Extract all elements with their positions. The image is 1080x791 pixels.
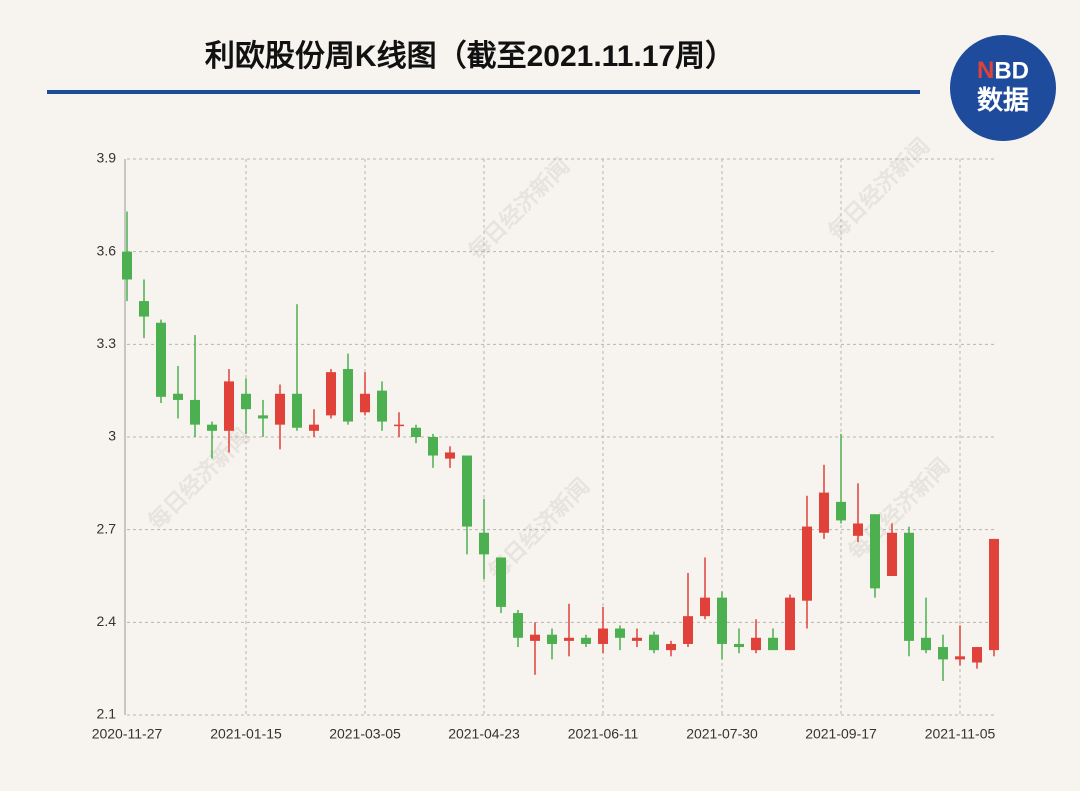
- candle-body: [207, 424, 217, 431]
- x-tick-label: 2021-03-05: [329, 726, 401, 742]
- candle-body: [139, 301, 149, 317]
- candle-body: [972, 647, 982, 663]
- candle-body: [615, 628, 625, 638]
- candle-body: [581, 637, 591, 644]
- candle-body: [292, 393, 302, 428]
- x-tick-label: 2021-11-05: [925, 726, 996, 742]
- candle-body: [717, 597, 727, 644]
- candle-body: [496, 557, 506, 607]
- candle-body: [836, 501, 846, 521]
- watermark: 每日经济新闻: [823, 133, 934, 244]
- candle-body: [275, 393, 285, 425]
- x-tick-label: 2021-04-23: [448, 726, 520, 742]
- candle-body: [853, 523, 863, 536]
- y-tick-label: 3.6: [97, 242, 117, 258]
- title-rule: [47, 90, 920, 94]
- candle-body: [462, 455, 472, 527]
- candle-body: [921, 637, 931, 651]
- candle-body: [428, 437, 438, 456]
- candle-body: [768, 637, 778, 651]
- candle-body: [802, 526, 812, 601]
- candle-body: [241, 393, 251, 410]
- x-tick-label: 2021-06-11: [568, 726, 639, 742]
- y-tick-label: 2.4: [97, 613, 117, 629]
- watermarks: 每日经济新闻 每日经济新闻 每日经济新闻 每日经济新闻 每日经济新闻: [143, 133, 954, 584]
- candle-body: [394, 424, 404, 427]
- candle-body: [785, 597, 795, 651]
- candle-body: [513, 613, 523, 638]
- candle-body: [190, 399, 200, 425]
- chart-title: 利欧股份周K线图（截至2021.11.17周）: [205, 39, 735, 73]
- candle-body: [819, 492, 829, 533]
- candle-body: [938, 647, 948, 660]
- logo-top: NBD: [977, 57, 1029, 84]
- candle-body: [156, 322, 166, 397]
- candle-body: [530, 634, 540, 641]
- candle-body: [887, 532, 897, 576]
- x-tick-label: 2021-01-15: [210, 726, 282, 742]
- x-tick-label: 2021-09-17: [805, 726, 877, 742]
- candle-body: [411, 427, 421, 437]
- logo-bottom: 数据: [977, 85, 1029, 115]
- candle-body: [343, 369, 353, 422]
- candle-body: [632, 637, 642, 641]
- candle-body: [122, 251, 132, 280]
- y-tick-label: 3.9: [97, 150, 117, 166]
- watermark: 每日经济新闻: [843, 453, 954, 564]
- x-tick-label: 2020-11-27: [92, 726, 163, 742]
- candle-body: [666, 643, 676, 651]
- logo: NBD 数据: [950, 35, 1056, 141]
- candle-body: [564, 637, 574, 641]
- candle-body: [989, 538, 999, 651]
- candle-body: [955, 656, 965, 660]
- candle-body: [224, 381, 234, 431]
- candle-body: [649, 634, 659, 651]
- y-tick-label: 2.1: [97, 706, 117, 722]
- candle-body: [547, 634, 557, 644]
- candle-body: [377, 390, 387, 422]
- candle-body: [445, 452, 455, 459]
- x-tick-label: 2021-07-30: [686, 726, 758, 742]
- candle-body: [309, 424, 319, 431]
- candle-body: [683, 616, 693, 644]
- y-tick-label: 3: [108, 428, 116, 444]
- candle-body: [751, 637, 761, 651]
- watermark: 每日经济新闻: [143, 423, 254, 534]
- candle-body: [598, 628, 608, 644]
- candle-body: [870, 514, 880, 589]
- candle-body: [904, 532, 914, 641]
- candle-body: [734, 643, 744, 648]
- logo-circle: [950, 35, 1056, 141]
- watermark: 每日经济新闻: [463, 153, 574, 264]
- candle-body: [326, 372, 336, 416]
- candle-body: [258, 415, 268, 419]
- candle-body: [700, 597, 710, 617]
- y-tick-label: 2.7: [97, 520, 117, 536]
- candle-body: [360, 393, 370, 413]
- candle-body: [173, 393, 183, 400]
- candle-body: [479, 532, 489, 555]
- y-tick-label: 3.3: [97, 335, 117, 351]
